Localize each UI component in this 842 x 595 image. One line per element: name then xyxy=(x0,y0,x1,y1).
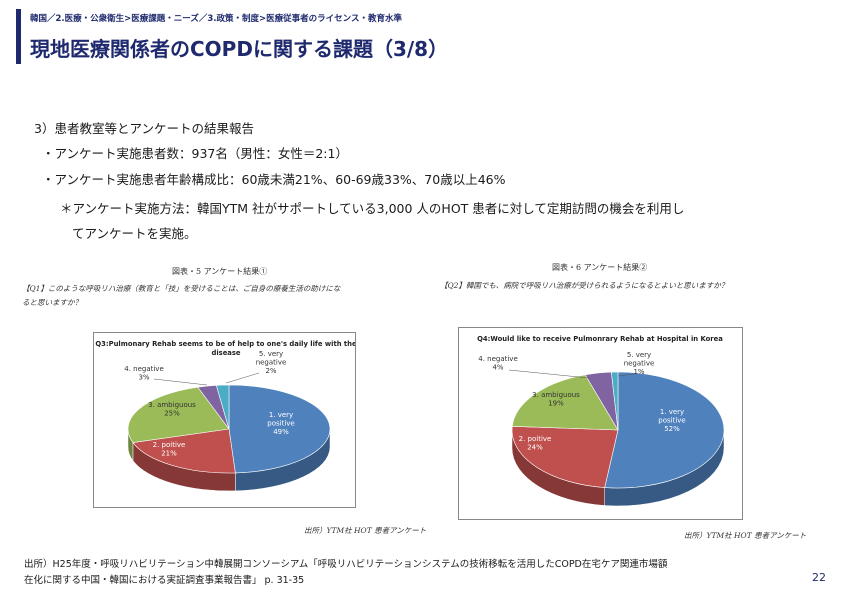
chart1-slice xyxy=(228,384,331,474)
svg-text:4%: 4% xyxy=(492,364,503,372)
chart2-leader-line xyxy=(617,373,635,377)
note-survey-method-cont: てアンケートを実施。 xyxy=(72,226,197,241)
chart1-leader-line xyxy=(153,378,208,386)
svg-text:52%: 52% xyxy=(664,425,680,433)
svg-text:positive: positive xyxy=(658,417,685,425)
svg-text:2%: 2% xyxy=(265,367,276,375)
chart1-q3-pie: Q3:Pulmonary Rehab seems to be of help t… xyxy=(95,340,357,492)
chart2-leader-line xyxy=(508,369,590,379)
chart1-slice xyxy=(215,384,230,430)
chart1-frame: Q3:Pulmonary Rehab seems to be of help t… xyxy=(93,332,357,508)
chart1-title-cont: disease xyxy=(211,349,240,357)
footer-source-cont: 在化に関する中国・韓国における実証調査事業報告書」 p. 31-35 xyxy=(24,575,305,586)
chart2-q4-pie: Q4:Would like to receive Pulmonrary Reha… xyxy=(477,335,725,507)
note-survey-method: ＊アンケート実施方法：韓国YTM 社がサポートしている3,000 人のHOT 患… xyxy=(60,201,685,216)
footer-source: 出所）H25年度・呼吸リハビリテーション中韓展開コンソーシアム「呼吸リハビリテー… xyxy=(24,559,668,570)
svg-text:positive: positive xyxy=(267,420,294,428)
svg-text:4. negative: 4. negative xyxy=(478,355,518,363)
svg-text:25%: 25% xyxy=(164,410,180,418)
svg-text:49%: 49% xyxy=(273,428,289,436)
svg-text:19%: 19% xyxy=(548,400,564,408)
bullet-patient-count: ・アンケート実施患者数：937名（男性：女性＝2:1） xyxy=(42,146,348,161)
chart1-slice xyxy=(132,428,236,474)
figure2-source: 出所）YTM社 HOT 患者アンケート xyxy=(684,531,807,540)
page-title: 現地医療関係者のCOPDに関する課題（3/8） xyxy=(30,37,449,61)
chart1-slice xyxy=(127,386,230,443)
figure1-title: 図表・5 アンケート結果① xyxy=(172,267,268,276)
chart1-leader-line xyxy=(225,372,260,384)
svg-text:3. ambiguous: 3. ambiguous xyxy=(532,391,580,399)
chart1-title: Q3:Pulmonary Rehab seems to be of help t… xyxy=(95,340,355,348)
svg-text:3. ambiguous: 3. ambiguous xyxy=(148,401,196,409)
figure1-question: 【Q1】このような呼吸リハ治療（教育と「技」を受けることは、ご自身の療養生活の助… xyxy=(22,284,341,293)
chart2-slice xyxy=(611,371,619,431)
svg-text:21%: 21% xyxy=(161,450,177,458)
chart2-frame: Q4:Would like to receive Pulmonrary Reha… xyxy=(458,327,743,520)
figure2-title: 図表・6 アンケート結果② xyxy=(552,263,648,272)
chart2-slice xyxy=(511,426,619,488)
section-heading: 3）患者教室等とアンケートの結果報告 xyxy=(34,121,254,136)
svg-text:2. poitive: 2. poitive xyxy=(519,435,552,443)
bullet-age-composition: ・アンケート実施患者年齢構成比：60歳未満21%、60-69歳33%、70歳以上… xyxy=(42,172,506,187)
svg-text:negative: negative xyxy=(624,360,655,368)
svg-text:2. poitive: 2. poitive xyxy=(153,441,186,449)
svg-text:1. very: 1. very xyxy=(660,408,684,416)
svg-text:3%: 3% xyxy=(138,374,149,382)
svg-text:1%: 1% xyxy=(633,368,644,376)
svg-text:1. very: 1. very xyxy=(269,411,293,419)
svg-text:negative: negative xyxy=(256,359,287,367)
svg-text:4. negative: 4. negative xyxy=(124,365,164,373)
svg-text:5. very: 5. very xyxy=(259,350,283,358)
svg-text:24%: 24% xyxy=(527,444,543,452)
figure1-source: 出所）YTM社 HOT 患者アンケート xyxy=(304,526,427,535)
figure2-question: 【Q2】韓国でも、病院で呼吸リハ治療が受けられるようになるとよいと思いますか？ xyxy=(440,281,729,290)
svg-text:5. very: 5. very xyxy=(627,351,651,359)
figure1-question-cont: ると思いますか？ xyxy=(22,298,82,307)
chart2-slice xyxy=(604,371,725,489)
title-accent-bar xyxy=(16,9,21,64)
page-number: 22 xyxy=(812,571,826,584)
breadcrumb: 韓国／2.医療・公衆衛生>医療課題・ニーズ／3.政策・制度>医療従事者のライセン… xyxy=(30,14,402,24)
chart2-title: Q4:Would like to receive Pulmonrary Reha… xyxy=(477,335,723,343)
